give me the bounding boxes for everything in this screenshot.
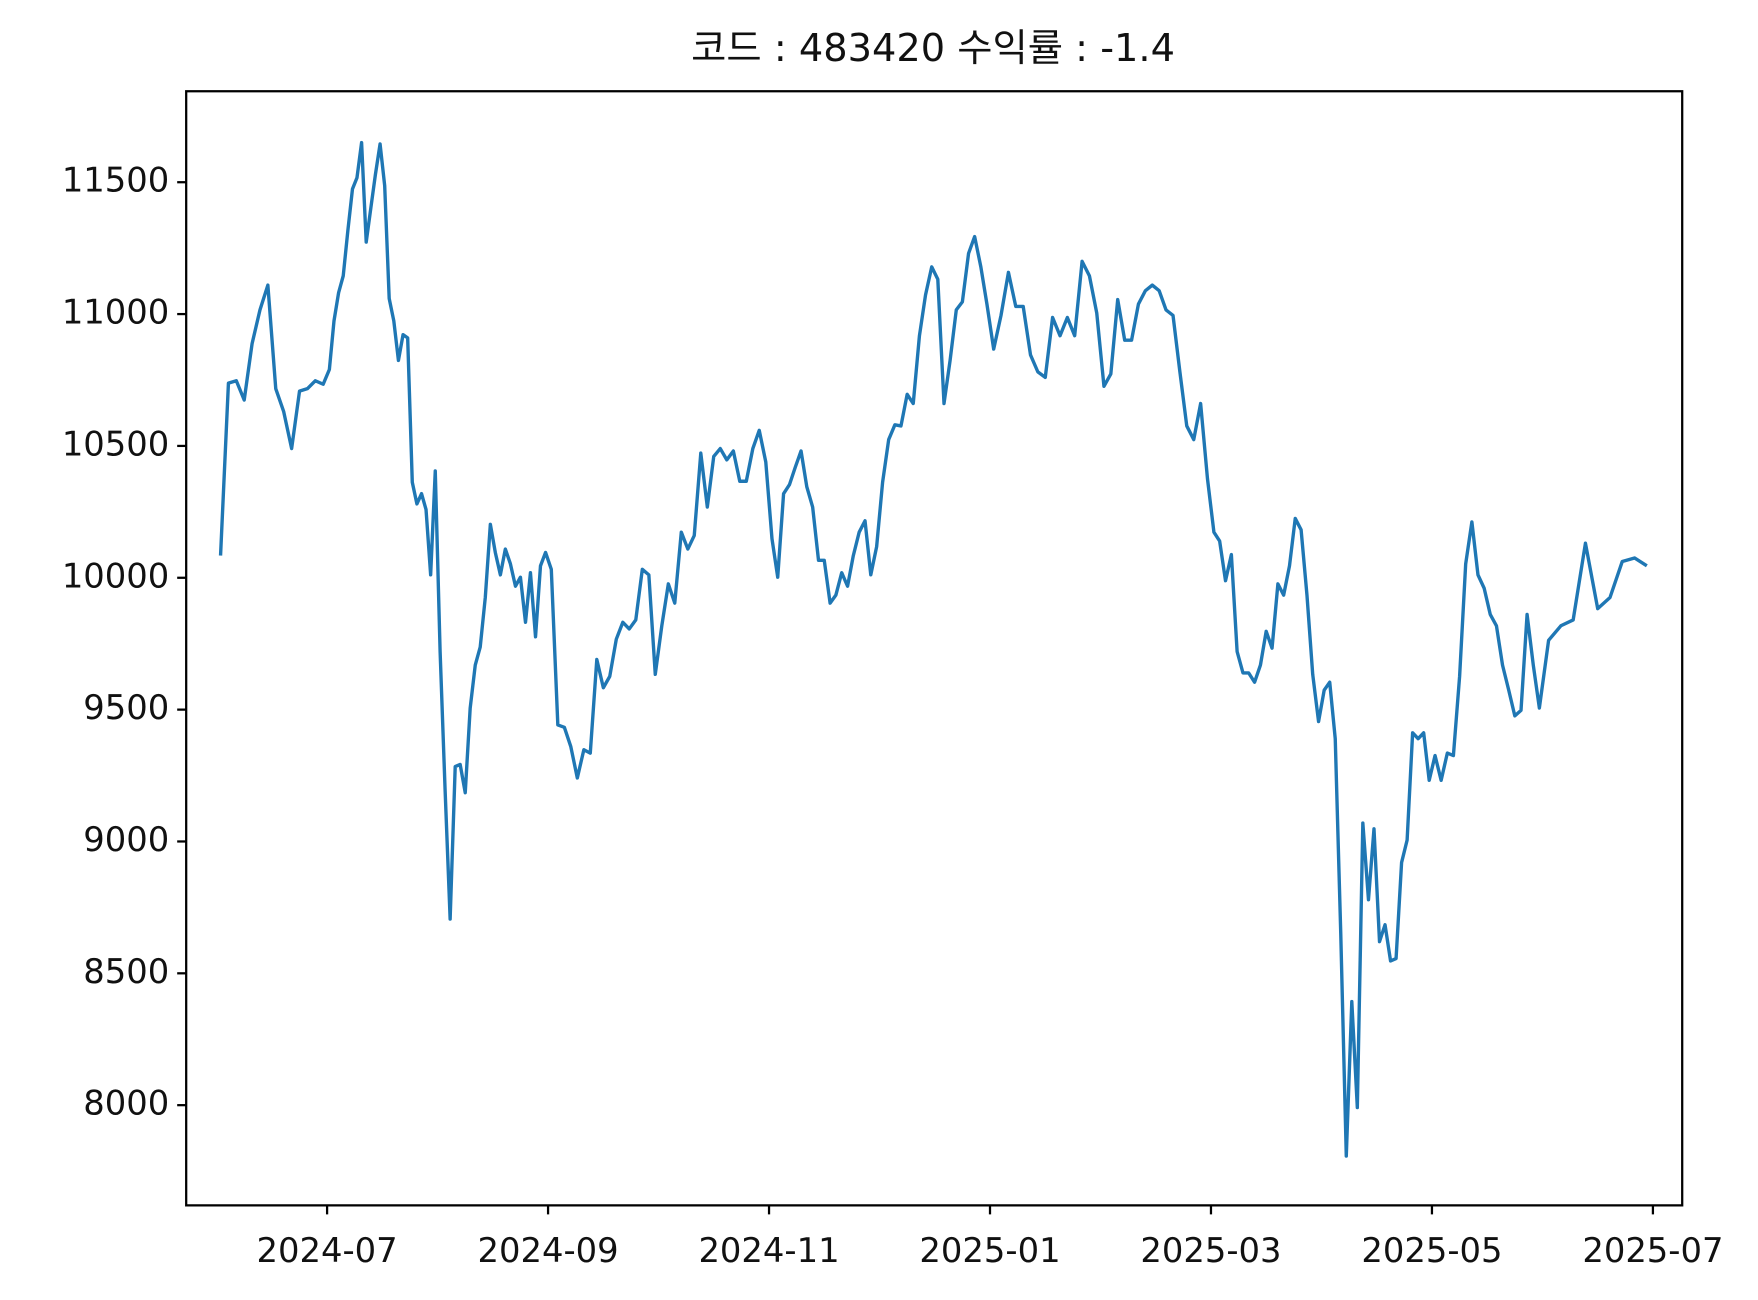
x-tick-label: 2025-05 xyxy=(1361,1231,1502,1270)
x-tick-label: 2025-07 xyxy=(1582,1231,1723,1270)
chart-title: 코드 : 483420 수익률 : -1.4 xyxy=(691,26,1175,71)
price-line xyxy=(218,140,1648,1158)
x-tick-label: 2025-03 xyxy=(1140,1231,1281,1270)
y-tick-label: 11500 xyxy=(62,161,169,200)
y-tick-label: 8000 xyxy=(83,1084,169,1123)
x-tick-label: 2024-09 xyxy=(477,1231,618,1270)
x-tick-label: 2024-07 xyxy=(257,1231,398,1270)
y-tick-label: 8500 xyxy=(83,952,169,991)
plot-frame xyxy=(185,90,1684,1207)
x-tick-label: 2025-01 xyxy=(919,1231,1060,1270)
y-tick-label: 9500 xyxy=(83,688,169,727)
x-tick-label: 2024-11 xyxy=(698,1231,839,1270)
y-tick-label: 10000 xyxy=(62,556,169,595)
y-tick-label: 9000 xyxy=(83,820,169,859)
y-tick-label: 10500 xyxy=(62,424,169,463)
y-tick-label: 11000 xyxy=(62,293,169,332)
